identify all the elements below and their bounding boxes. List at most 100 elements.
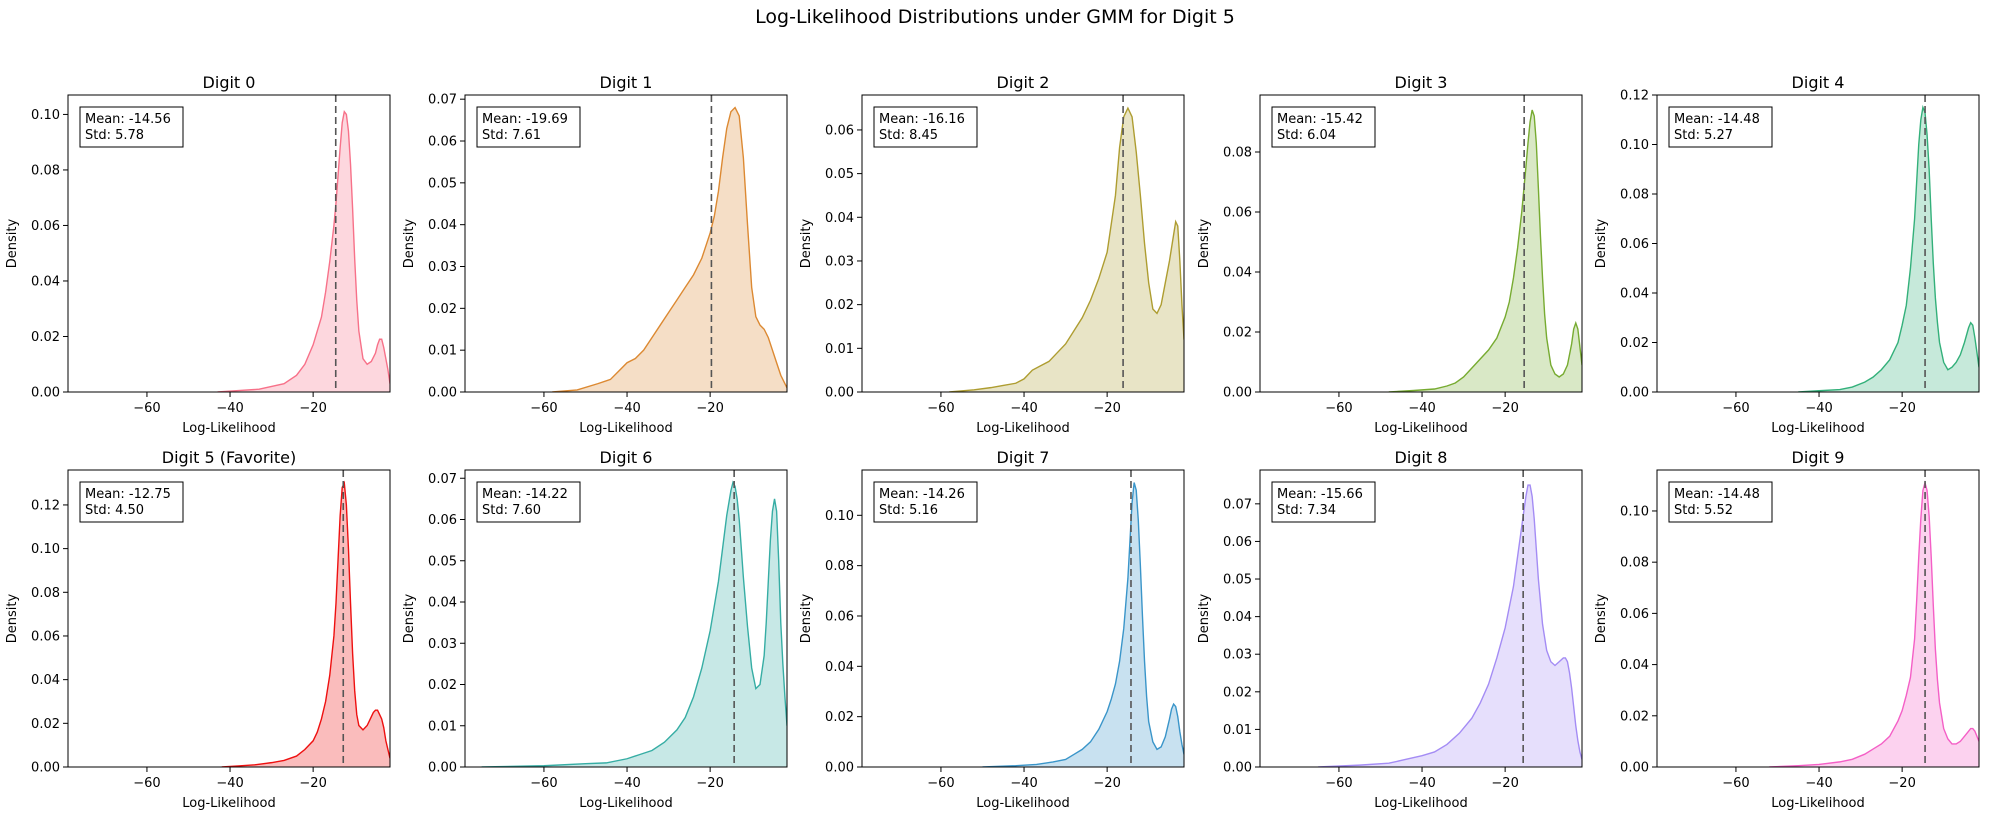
x-tick-label: −60 (530, 401, 557, 416)
stats-box (873, 481, 978, 523)
y-tick-label: 0.04 (1620, 658, 1649, 673)
axes-frame (861, 94, 1185, 393)
mean-annotation: Mean: -15.42 (1277, 112, 1363, 127)
y-axis-label: Density (5, 593, 20, 643)
x-axis-label: Log-Likelihood (976, 421, 1069, 436)
y-tick-label: 0.02 (1620, 336, 1649, 351)
x-tick-label: −60 (927, 776, 954, 791)
x-tick-label: −60 (133, 776, 160, 791)
y-axis-label: Density (1594, 593, 1609, 643)
y-tick-label: 0.06 (1223, 535, 1252, 550)
subplot-digit-0: −60 −40 −20 0.00 0.02 0.04 0.06 0.08 0.10 Digit 0… (5, 73, 391, 436)
y-tick-label: 0.08 (1620, 188, 1649, 203)
y-tick-label: 0.02 (31, 717, 60, 732)
y-tick-label: 0.06 (31, 219, 60, 234)
x-tick-label: −40 (613, 401, 640, 416)
mean-annotation: Mean: -14.26 (879, 487, 965, 502)
x-tick-label: −40 (1805, 776, 1832, 791)
mean-annotation: Mean: -14.56 (85, 112, 171, 127)
mean-annotation: Mean: -19.69 (482, 112, 568, 127)
std-annotation: Std: 7.34 (1277, 503, 1336, 518)
y-tick-label: 0.08 (825, 559, 854, 574)
y-tick-label: 0.06 (825, 609, 854, 624)
subplot-digit-5: −60 −40 −20 0.00 0.02 0.04 0.06 0.08 0.10 0.12 Dig… (5, 448, 391, 811)
x-axis-label: Log-Likelihood (1771, 421, 1864, 436)
subplot-title: Digit 3 (1395, 73, 1448, 92)
y-tick-label: 0.06 (825, 123, 854, 138)
y-tick-label: 0.05 (1223, 573, 1252, 588)
y-tick-label: 0.10 (1620, 138, 1649, 153)
x-tick-label: −60 (1325, 401, 1352, 416)
x-tick-label: −60 (1325, 776, 1352, 791)
std-annotation: Std: 8.45 (879, 128, 938, 143)
x-tick-label: −20 (1888, 776, 1915, 791)
y-tick-label: 0.00 (428, 386, 457, 401)
std-annotation: Std: 5.16 (879, 503, 938, 518)
mean-annotation: Mean: -16.16 (879, 112, 965, 127)
x-tick-label: −60 (927, 401, 954, 416)
x-axis-label: Log-Likelihood (579, 796, 672, 811)
x-tick-label: −20 (1093, 401, 1120, 416)
density-line (481, 480, 787, 767)
x-tick-label: −40 (216, 776, 243, 791)
subplot-title: Digit 1 (600, 73, 653, 92)
x-tick-label: −20 (1888, 401, 1915, 416)
y-tick-label: 0.04 (31, 274, 60, 289)
axes-frame (861, 469, 1185, 768)
stats-box (476, 481, 581, 523)
stats-box (79, 481, 184, 523)
subplot-title: Digit 7 (997, 448, 1050, 467)
subplot-title: Digit 4 (1792, 73, 1845, 92)
x-tick-label: −60 (530, 776, 557, 791)
density-line (1388, 109, 1582, 392)
x-tick-label: −60 (1722, 776, 1749, 791)
y-tick-label: 0.03 (825, 254, 854, 269)
y-tick-label: 0.03 (428, 637, 457, 652)
subplot-digit-1: −60 −40 −20 0.00 0.01 0.02 0.03 0.04 0.05 0.06 0.0… (402, 73, 788, 436)
std-annotation: Std: 4.50 (85, 503, 144, 518)
figure-title: Log-Likelihood Distributions under GMM f… (755, 6, 1235, 28)
subplot-title: Digit 9 (1792, 448, 1845, 467)
y-axis-label: Density (799, 218, 814, 268)
axes-frame (464, 469, 788, 768)
stats-box (1271, 106, 1376, 148)
x-tick-label: −40 (1408, 776, 1435, 791)
subplot-digit-7: −60 −40 −20 0.00 0.02 0.04 0.06 0.08 0.10 Digit 7… (799, 448, 1185, 811)
axes-frame (464, 94, 788, 393)
density-line (221, 480, 390, 767)
y-tick-label: 0.00 (1620, 761, 1649, 776)
mean-annotation: Mean: -14.48 (1674, 112, 1760, 127)
x-axis-label: Log-Likelihood (182, 421, 275, 436)
y-tick-label: 0.02 (825, 298, 854, 313)
std-annotation: Std: 6.04 (1277, 128, 1336, 143)
y-tick-label: 0.10 (31, 108, 60, 123)
y-tick-label: 0.02 (1223, 326, 1252, 341)
x-tick-label: −20 (696, 401, 723, 416)
density-area (949, 108, 1184, 392)
y-tick-label: 0.00 (825, 761, 854, 776)
y-tick-label: 0.03 (428, 260, 457, 275)
y-tick-label: 0.02 (1223, 685, 1252, 700)
x-tick-label: −20 (299, 776, 326, 791)
y-tick-label: 0.01 (825, 342, 854, 357)
density-area (1769, 482, 1979, 767)
y-tick-label: 0.07 (428, 93, 457, 108)
y-axis-label: Density (5, 218, 20, 268)
std-annotation: Std: 5.78 (85, 128, 144, 143)
y-tick-label: 0.00 (1620, 386, 1649, 401)
density-area (1798, 107, 1979, 392)
density-area (1388, 110, 1582, 392)
x-tick-label: −60 (1722, 401, 1749, 416)
subplot-digit-9: −60 −40 −20 0.00 0.02 0.04 0.06 0.08 0.10 Digit 9… (1594, 448, 1980, 811)
y-tick-label: 0.01 (1223, 723, 1252, 738)
x-tick-label: −40 (1805, 401, 1832, 416)
y-tick-label: 0.06 (1223, 206, 1252, 221)
density-line (1798, 104, 1979, 392)
x-axis-label: Log-Likelihood (976, 796, 1069, 811)
axes-frame (1259, 94, 1583, 393)
stats-box (79, 106, 184, 148)
y-tick-label: 0.02 (428, 302, 457, 317)
y-tick-label: 0.10 (825, 509, 854, 524)
y-axis-label: Density (1594, 218, 1609, 268)
y-tick-label: 0.08 (31, 586, 60, 601)
